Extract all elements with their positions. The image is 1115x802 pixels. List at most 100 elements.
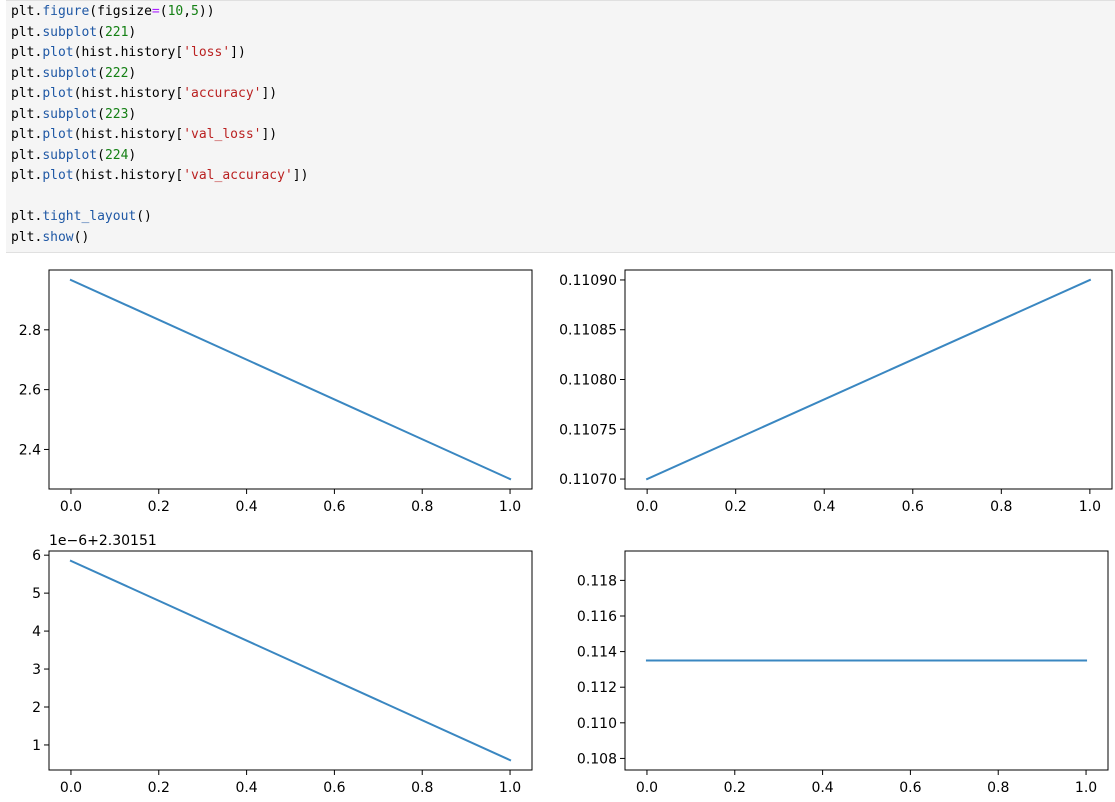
y-tick-label: 0.11085	[559, 323, 617, 339]
x-tick-label: 0.0	[636, 499, 658, 515]
code-token: ()	[73, 230, 90, 246]
code-token: subplot	[42, 147, 98, 163]
code-token: 5	[191, 4, 199, 19]
y-tick-label: 3	[32, 662, 41, 678]
code-line: plt.plot(hist.history['accuracy'])	[11, 84, 1115, 105]
code-token: [	[175, 86, 184, 102]
code-token: (	[97, 106, 105, 122]
y-tick-label: 2	[32, 700, 41, 716]
code-cell[interactable]: plt.figure(figsize=(10,5)) plt.subplot(22…	[6, 0, 1115, 253]
x-tick-label: 0.4	[235, 780, 257, 796]
code-token: ])	[261, 127, 278, 143]
subplot-1: 0.0 0.2 0.4 0.6 0.8 1.0 2.4 2.6 2.8	[19, 269, 533, 515]
code-line: plt.plot(hist.history['loss'])	[11, 43, 1115, 64]
code-token: )	[128, 147, 137, 163]
code-token: )	[128, 106, 137, 122]
code-token: hist.history	[81, 168, 176, 184]
y-tick-label: 0.114	[577, 645, 617, 661]
code-token: subplot	[42, 65, 98, 81]
code-line: plt.show()	[11, 228, 1115, 249]
y-tick-label: 4	[32, 624, 41, 640]
code-token: 223	[104, 106, 129, 122]
code-token: 'loss'	[183, 45, 231, 61]
x-tick-label: 0.0	[60, 780, 82, 796]
code-token: )	[128, 65, 137, 81]
code-token: 221	[104, 24, 129, 40]
y-tick-label: 0.11090	[559, 273, 617, 289]
code-token: (	[159, 4, 168, 19]
x-tick-label: 1.0	[499, 499, 521, 515]
code-token: ])	[230, 45, 246, 61]
offset-text: 1e−6+2.30151	[49, 533, 157, 549]
series-line	[645, 278, 1092, 481]
code-token: [	[175, 45, 184, 61]
x-tick-label: 0.2	[724, 780, 746, 796]
code-token: tight_layout	[42, 209, 137, 225]
y-tick-label: 2.8	[19, 323, 41, 339]
code-token: ])	[261, 86, 278, 102]
code-line: plt.subplot(223)	[11, 105, 1115, 126]
output-area: 0.0 0.2 0.4 0.6 0.8 1.0 2.4 2.6 2.8 0.0 0.2 0.4 0.6 0…	[0, 253, 1115, 797]
code-token: )	[128, 24, 137, 40]
x-tick-label: 0.2	[725, 499, 747, 515]
code-token: =	[151, 4, 160, 19]
x-tick-label: 1.0	[499, 780, 521, 796]
x-tick-label: 1.0	[1075, 780, 1097, 796]
code-line: plt.subplot(221)	[11, 23, 1115, 44]
code-token: plot	[42, 168, 74, 184]
code-token: plot	[42, 86, 74, 102]
code-token: (	[73, 127, 82, 143]
code-token: 'accuracy'	[183, 86, 262, 102]
code-token: (	[97, 147, 105, 163]
code-token: plot	[42, 45, 74, 61]
y-tick-label: 5	[32, 586, 41, 602]
subplot-4: 0.0 0.2 0.4 0.6 0.8 1.0 0.108 0.110 0.112 0.114 0.…	[577, 550, 1109, 796]
x-tick-label: 0.8	[987, 780, 1009, 796]
code-token: plt.	[11, 86, 43, 102]
code-token: plt.	[11, 209, 43, 225]
code-token: show	[42, 230, 74, 246]
code-token: plt.	[11, 127, 43, 143]
x-tick-label: 0.0	[60, 499, 82, 515]
code-token: figure	[42, 4, 90, 19]
x-tick-label: 0.2	[148, 499, 170, 515]
code-token: ))	[198, 4, 215, 19]
code-line: plt.subplot(224)	[11, 146, 1115, 167]
code-token: plt.	[11, 106, 43, 122]
subplot-3: 0.0 0.2 0.4 0.6 0.8 1.0 1 2 3 4 5 6 1e−6+2.30151	[32, 533, 533, 796]
x-tick-label: 0.6	[323, 499, 345, 515]
code-token: (	[89, 4, 98, 19]
code-token: subplot	[42, 24, 98, 40]
code-token: figsize	[97, 4, 152, 19]
y-tick-label: 0.108	[577, 751, 617, 767]
code-line	[11, 187, 1115, 208]
subplot-2: 0.0 0.2 0.4 0.6 0.8 1.0 0.11070 0.11075 0.11080 0…	[559, 269, 1113, 515]
x-tick-label: 1.0	[1079, 499, 1101, 515]
x-tick-label: 0.6	[323, 780, 345, 796]
series-line	[69, 559, 512, 762]
code-token: plt.	[11, 65, 43, 81]
y-tick-label: 0.116	[577, 609, 617, 625]
code-token: plt.	[11, 230, 43, 246]
code-token: (	[73, 45, 82, 61]
code-token: subplot	[42, 106, 98, 122]
x-tick-label: 0.6	[902, 499, 924, 515]
code-line: plt.plot(hist.history['val_accuracy'])	[11, 166, 1115, 187]
code-token: 224	[104, 147, 129, 163]
y-tick-label: 2.6	[19, 383, 41, 399]
y-tick-label: 0.11080	[559, 373, 617, 389]
y-tick-label: 0.11075	[559, 422, 617, 438]
code-token: (	[73, 168, 82, 184]
code-line: plt.subplot(222)	[11, 64, 1115, 85]
code-token: 10	[167, 4, 184, 19]
code-line: plt.plot(hist.history['val_loss'])	[11, 125, 1115, 146]
x-tick-label: 0.0	[636, 780, 658, 796]
x-tick-label: 0.4	[235, 499, 257, 515]
y-tick-label: 1	[32, 738, 41, 754]
x-tick-label: 0.8	[411, 499, 433, 515]
x-tick-label: 0.4	[811, 780, 833, 796]
code-token: plt.	[11, 168, 43, 184]
code-token: hist.history	[81, 86, 176, 102]
code-token: 'val_loss'	[183, 127, 262, 143]
code-token: [	[175, 127, 184, 143]
